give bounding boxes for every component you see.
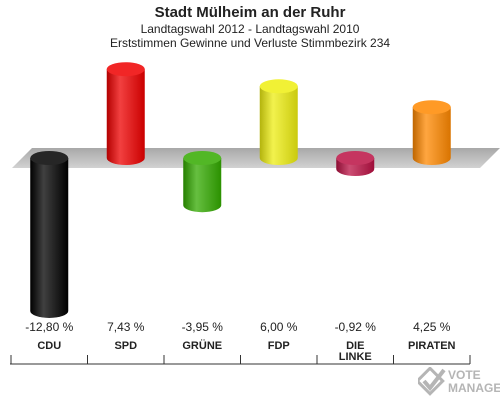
chart-subtitle-district: Erststimmen Gewinne und Verluste Stimmbe…	[109, 36, 391, 50]
category-label-4: LINKE	[339, 351, 372, 363]
value-label-4: -0,92 %	[335, 320, 377, 334]
bar-top-3	[259, 79, 298, 94]
logo-text-vote: VOTE	[448, 368, 481, 382]
value-label-2: -3,95 %	[182, 320, 224, 334]
bar-0	[30, 158, 69, 318]
category-label-4: DIE	[346, 340, 364, 352]
bars	[30, 62, 451, 318]
bar-top-5	[412, 100, 451, 115]
category-label-3: FDP	[268, 340, 290, 352]
bar-2	[183, 158, 222, 213]
bar-top-4	[336, 151, 375, 165]
category-label-0: CDU	[37, 340, 61, 352]
bar-1	[106, 69, 145, 166]
bar-3	[259, 86, 298, 166]
bar-5	[412, 107, 451, 166]
category-label-2: GRÜNE	[182, 339, 222, 352]
bar-top-1	[106, 62, 145, 77]
value-labels: -12,80 % 7,43 % -3,95 % 6,00 % -0,92 % 4,25 %	[25, 320, 451, 334]
chart-subtitle-election: Landtagswahl 2012 - Landtagswahl 2010	[140, 22, 360, 36]
value-label-5: 4,25 %	[413, 320, 451, 334]
value-label-0: -12,80 %	[25, 320, 73, 334]
logo-text-manager: MANAGER	[448, 381, 500, 395]
category-label-1: SPD	[114, 340, 137, 352]
bar-top-2	[183, 151, 222, 165]
bar-top-0	[30, 151, 69, 165]
category-label-5: PIRATEN	[408, 340, 456, 352]
chart-title: Stadt Mülheim an der Ruhr	[154, 4, 346, 21]
chart-header: Stadt Mülheim an der Ruhr Landtagswahl 2…	[0, 0, 500, 50]
value-label-3: 6,00 %	[260, 320, 298, 334]
vote-manager-logo: VOTE MANAGER	[418, 367, 500, 397]
value-label-1: 7,43 %	[107, 320, 145, 334]
checkmark-icon	[418, 367, 446, 396]
